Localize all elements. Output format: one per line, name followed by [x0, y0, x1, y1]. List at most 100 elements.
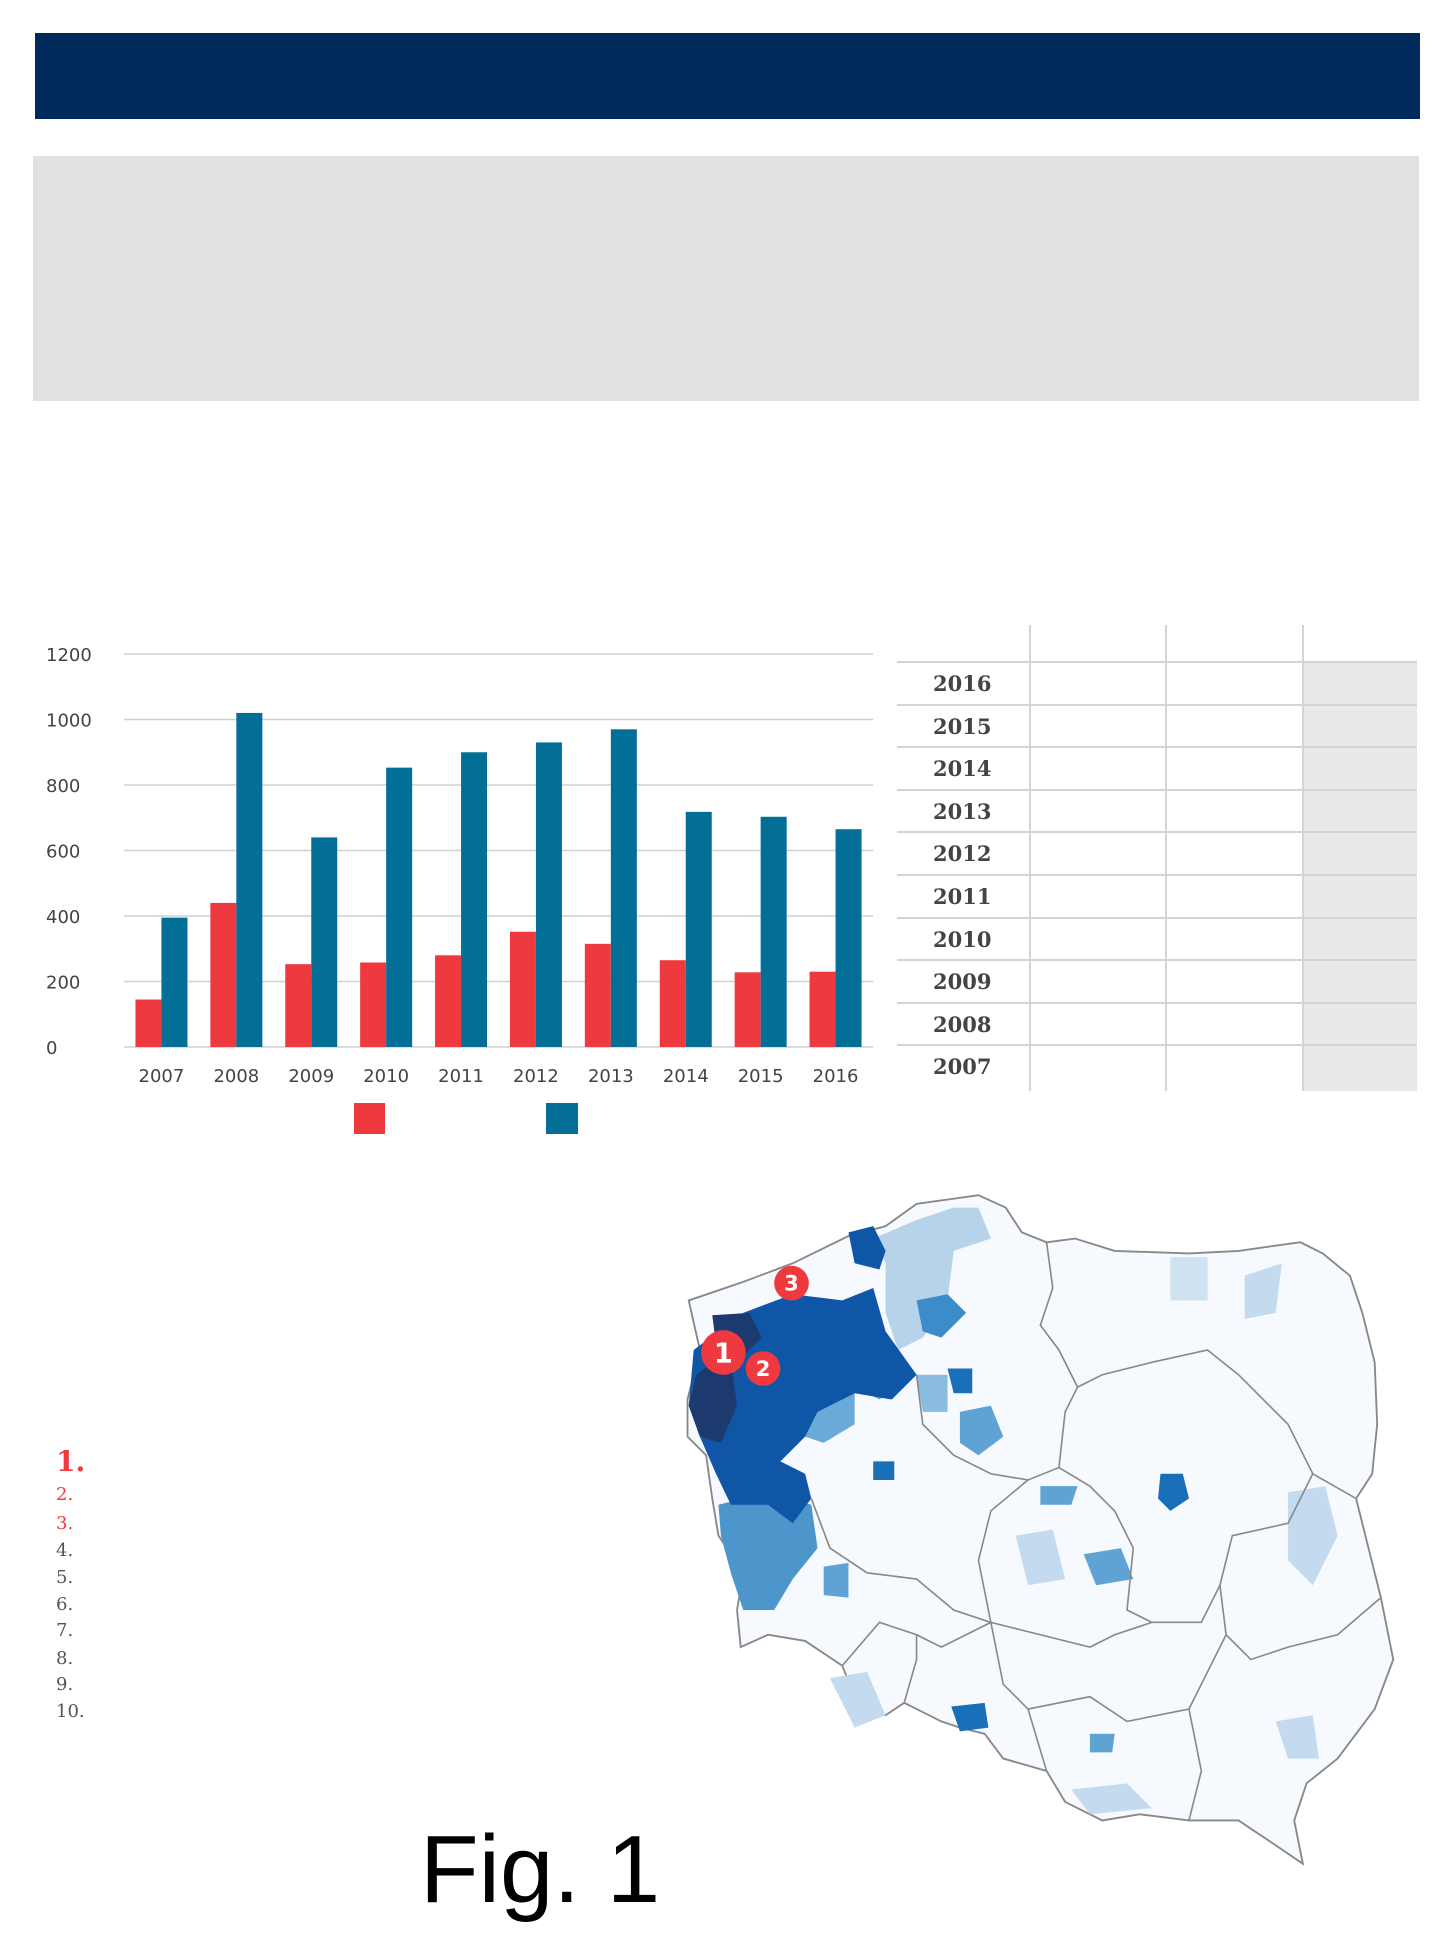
ranking-item-7: 7.	[56, 1620, 74, 1641]
voivodeship-border	[916, 1621, 1153, 1649]
header-bar	[35, 33, 1420, 119]
blue-bar-2009	[311, 837, 338, 1047]
intro-panel	[33, 156, 1419, 401]
red-bar-2011	[435, 955, 462, 1047]
blue-bar-2015	[760, 816, 787, 1047]
x-tick-label: 2008	[213, 1066, 259, 1087]
column-divider	[1165, 625, 1167, 1091]
blue-bar-2013	[610, 729, 637, 1047]
region-light	[1244, 1263, 1282, 1320]
voivodeship-border	[841, 1621, 918, 1704]
x-tick-label: 2015	[738, 1066, 784, 1087]
map-markers: 1 2 3	[701, 1265, 809, 1386]
x-tick-label: 2011	[438, 1066, 484, 1087]
ranking-item-8: 8.	[56, 1648, 74, 1669]
blue-bar-2016	[835, 829, 862, 1047]
table-highlight-column	[1302, 661, 1417, 1091]
ranking-item-10: 10.	[56, 1701, 85, 1722]
blue-bar-2007	[161, 917, 188, 1047]
map-marker-3[interactable]: 3	[774, 1265, 809, 1301]
ranking-item-6: 6.	[56, 1594, 74, 1615]
column-divider	[1302, 625, 1304, 1091]
region-light	[873, 1207, 991, 1350]
blue-bar-2010	[386, 767, 413, 1047]
x-tick-label: 2014	[663, 1066, 709, 1087]
table-row-year: 2008	[933, 1011, 992, 1037]
voivodeship-border	[1225, 1596, 1382, 1661]
svg-text:2: 2	[756, 1356, 771, 1381]
table-row-year: 2007	[933, 1054, 992, 1080]
y-tick-label: 1200	[46, 645, 92, 666]
legend-swatch-blue	[546, 1103, 578, 1134]
x-tick-label: 2012	[513, 1066, 559, 1087]
region-mid	[959, 1405, 1004, 1456]
region-light	[1170, 1257, 1208, 1301]
row-divider	[897, 703, 1417, 706]
red-bar-2007	[135, 999, 162, 1047]
row-divider	[897, 1001, 1417, 1004]
red-bar-2009	[285, 964, 312, 1047]
x-tick-label: 2013	[588, 1066, 634, 1087]
red-bar-2014	[659, 960, 686, 1047]
y-tick-label: 600	[46, 842, 80, 863]
y-tick-label: 200	[46, 973, 80, 994]
table-row-year: 2009	[933, 969, 992, 995]
region-light	[1015, 1529, 1066, 1586]
legend-swatch-red	[354, 1103, 385, 1134]
voivodeship-border	[1039, 1242, 1357, 1500]
region-light	[1071, 1783, 1152, 1815]
region-light	[829, 1671, 886, 1728]
region-strong	[951, 1702, 989, 1732]
y-tick-label: 1000	[46, 711, 92, 732]
year-table: 2016 2015 2014 2013 2012 2011 2010 2009 2008 2007	[897, 625, 1417, 1091]
figure-caption: Fig. 1	[420, 1816, 661, 1923]
table-row-year: 2014	[933, 756, 992, 782]
region-mid	[1089, 1733, 1115, 1753]
red-bar-2015	[734, 972, 761, 1047]
map-marker-2[interactable]: 2	[745, 1351, 781, 1386]
voivodeship-border	[990, 1622, 1048, 1772]
red-bar-2013	[584, 943, 611, 1047]
voivodeship-border	[915, 1374, 1079, 1481]
table-row-year: 2010	[933, 926, 992, 952]
red-bar-2016	[809, 971, 836, 1047]
y-axis-ticks: 0 200 400 600 800 1000 1200	[46, 645, 92, 1059]
row-divider	[897, 916, 1417, 919]
row-divider	[897, 959, 1417, 962]
row-divider	[897, 831, 1417, 834]
ranking-item-1: 1.	[56, 1445, 86, 1478]
map-marker-1[interactable]: 1	[701, 1330, 746, 1375]
blue-bar-2011	[461, 752, 488, 1047]
x-tick-label: 2010	[363, 1066, 409, 1087]
y-tick-label: 0	[46, 1038, 57, 1059]
x-axis-ticks: 2007 2008 2009 2010 2011 2012 2013 2014 2015 2016	[139, 1066, 859, 1087]
ranking-item-5: 5.	[56, 1567, 74, 1588]
ranking-item-9: 9.	[56, 1674, 74, 1695]
x-tick-label: 2007	[139, 1066, 185, 1087]
region-darkest	[688, 1359, 738, 1443]
x-tick-label: 2016	[813, 1066, 859, 1087]
region-strong	[873, 1461, 895, 1480]
blue-bar-2012	[535, 742, 562, 1047]
y-tick-label: 800	[46, 776, 80, 797]
region-mid	[823, 1562, 849, 1598]
row-divider	[897, 1044, 1417, 1047]
red-bar-2008	[210, 902, 237, 1047]
ranking-item-4: 4.	[56, 1540, 74, 1561]
y-tick-label: 400	[46, 907, 80, 928]
svg-text:1: 1	[714, 1338, 733, 1369]
voivodeship-border	[1027, 1585, 1227, 1723]
legend	[354, 1103, 578, 1134]
table-row-year: 2013	[933, 798, 992, 824]
row-divider	[897, 661, 1417, 663]
table-row-year: 2016	[933, 671, 992, 696]
blue-bar-2014	[685, 811, 712, 1047]
svg-text:3: 3	[784, 1271, 799, 1296]
region-mid	[916, 1294, 967, 1338]
table-row-year: 2012	[933, 841, 992, 867]
region-dark	[848, 1226, 886, 1270]
region-mid	[1040, 1486, 1078, 1505]
table-row-year: 2011	[933, 884, 992, 909]
table-row-year: 2015	[933, 713, 992, 739]
